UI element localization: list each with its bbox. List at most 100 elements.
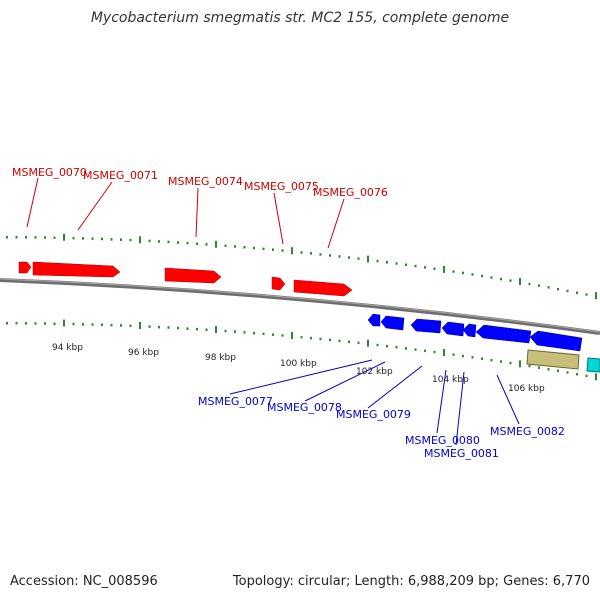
other-gene-block[interactable] xyxy=(586,357,600,373)
tick-minor xyxy=(72,236,75,240)
gene-arrow-reverse[interactable] xyxy=(462,323,477,338)
map-title: Mycobacterium smegmatis str. MC2 155, co… xyxy=(90,10,510,26)
tick-major xyxy=(367,339,369,347)
tick-minor xyxy=(405,263,407,266)
tick-minor xyxy=(500,277,502,281)
tick-minor xyxy=(15,236,18,239)
tick-minor xyxy=(319,253,322,256)
tick-minor xyxy=(490,358,493,362)
tick-minor xyxy=(272,333,274,336)
forward-gene-labels: MSMEG_0070 MSMEG_0071 MSMEG_0074 MSMEG_0… xyxy=(12,166,388,249)
scale-label: 96 kbp xyxy=(128,348,159,358)
tick-minor xyxy=(566,289,569,293)
tick-minor xyxy=(395,262,398,265)
tick-minor xyxy=(386,261,388,264)
tick-minor xyxy=(101,323,103,327)
forward-strand-genes xyxy=(18,261,353,297)
gene-arrow-reverse[interactable] xyxy=(410,318,442,334)
gene-label-msmeg-0070[interactable]: MSMEG_0070 xyxy=(12,166,87,179)
tick-minor xyxy=(395,346,398,349)
gene-arrow-reverse[interactable] xyxy=(367,313,381,327)
tick-minor xyxy=(433,350,436,354)
tick-row-bottom xyxy=(6,319,597,381)
gene-arrow-forward[interactable] xyxy=(293,279,353,297)
label-leader-line xyxy=(273,192,284,245)
tick-minor xyxy=(329,338,331,342)
gene-arrow-forward[interactable] xyxy=(18,261,32,274)
tick-minor xyxy=(25,322,27,325)
tick-minor xyxy=(376,259,379,263)
tick-major xyxy=(63,319,65,327)
tick-major xyxy=(595,292,597,300)
gene-label-msmeg-0081[interactable]: MSMEG_0081 xyxy=(424,447,499,460)
tick-minor xyxy=(585,293,588,296)
gene-arrow-forward[interactable] xyxy=(164,267,222,284)
reverse-strand-genes xyxy=(367,313,583,352)
gene-arrow-reverse[interactable] xyxy=(529,330,583,352)
gene-label-msmeg-0080[interactable]: MSMEG_0080 xyxy=(405,434,480,447)
tick-minor xyxy=(253,331,255,335)
tick-minor xyxy=(82,237,84,240)
gene-arrow-forward[interactable] xyxy=(32,261,121,278)
scale-labels: 94 kbp 96 kbp 98 kbp 100 kbp 102 kbp 104… xyxy=(52,343,545,394)
label-leader-line xyxy=(436,369,447,434)
rna-gene-block[interactable] xyxy=(526,349,580,370)
tick-minor xyxy=(6,236,8,239)
genome-backbone xyxy=(0,278,600,335)
label-leader-line xyxy=(455,371,465,446)
tick-minor xyxy=(167,326,170,329)
gene-label-msmeg-0077[interactable]: MSMEG_0077 xyxy=(198,395,273,408)
gene-arrow-reverse[interactable] xyxy=(380,315,405,331)
tick-minor xyxy=(262,332,265,336)
tick-minor xyxy=(82,323,84,326)
gene-label-msmeg-0076[interactable]: MSMEG_0076 xyxy=(313,186,388,199)
tick-major xyxy=(519,360,521,368)
accession-text: Accession: NC_008596 xyxy=(10,574,158,589)
tick-minor xyxy=(357,257,360,260)
tick-minor xyxy=(205,243,208,246)
tick-row-top xyxy=(6,233,597,300)
tick-minor xyxy=(186,327,189,330)
tick-minor xyxy=(120,324,122,327)
tick-minor xyxy=(462,271,464,275)
gene-label-msmeg-0082[interactable]: MSMEG_0082 xyxy=(490,425,565,438)
tick-minor xyxy=(452,353,455,356)
tick-minor xyxy=(281,334,284,337)
scale-label: 98 kbp xyxy=(205,353,236,363)
label-leader-line xyxy=(327,198,345,249)
tick-minor xyxy=(547,286,550,289)
gene-arrow-forward[interactable] xyxy=(271,276,286,291)
tick-minor xyxy=(528,364,531,368)
label-leader-line xyxy=(26,177,39,228)
tick-minor xyxy=(34,236,37,239)
gene-arrow-reverse[interactable] xyxy=(475,324,532,344)
tick-minor xyxy=(243,331,246,334)
gene-label-msmeg-0074[interactable]: MSMEG_0074 xyxy=(168,175,243,188)
gene-label-msmeg-0078[interactable]: MSMEG_0078 xyxy=(267,401,342,414)
label-leader-line xyxy=(496,374,520,425)
tick-minor xyxy=(348,256,350,259)
scale-label: 100 kbp xyxy=(280,359,317,369)
tick-major xyxy=(443,349,445,357)
tick-minor xyxy=(557,287,559,291)
tick-minor xyxy=(528,282,531,286)
tick-major xyxy=(595,373,597,381)
gene-label-msmeg-0075[interactable]: MSMEG_0075 xyxy=(244,180,319,193)
tick-minor xyxy=(471,356,474,359)
tick-minor xyxy=(53,322,56,325)
tick-minor xyxy=(177,241,179,244)
gene-arrow-reverse[interactable] xyxy=(441,321,465,337)
tick-minor xyxy=(414,348,417,351)
gene-label-msmeg-0071[interactable]: MSMEG_0071 xyxy=(83,169,158,182)
gene-label-msmeg-0079[interactable]: MSMEG_0079 xyxy=(336,408,411,421)
tick-minor xyxy=(110,323,113,327)
tick-minor xyxy=(414,264,417,268)
tick-minor xyxy=(101,237,103,241)
tick-minor xyxy=(91,237,94,240)
genome-backbone-highlight xyxy=(0,278,600,333)
scale-label: 94 kbp xyxy=(52,343,83,353)
tick-minor xyxy=(234,245,236,248)
tick-major xyxy=(291,332,293,339)
tick-minor xyxy=(576,291,578,294)
